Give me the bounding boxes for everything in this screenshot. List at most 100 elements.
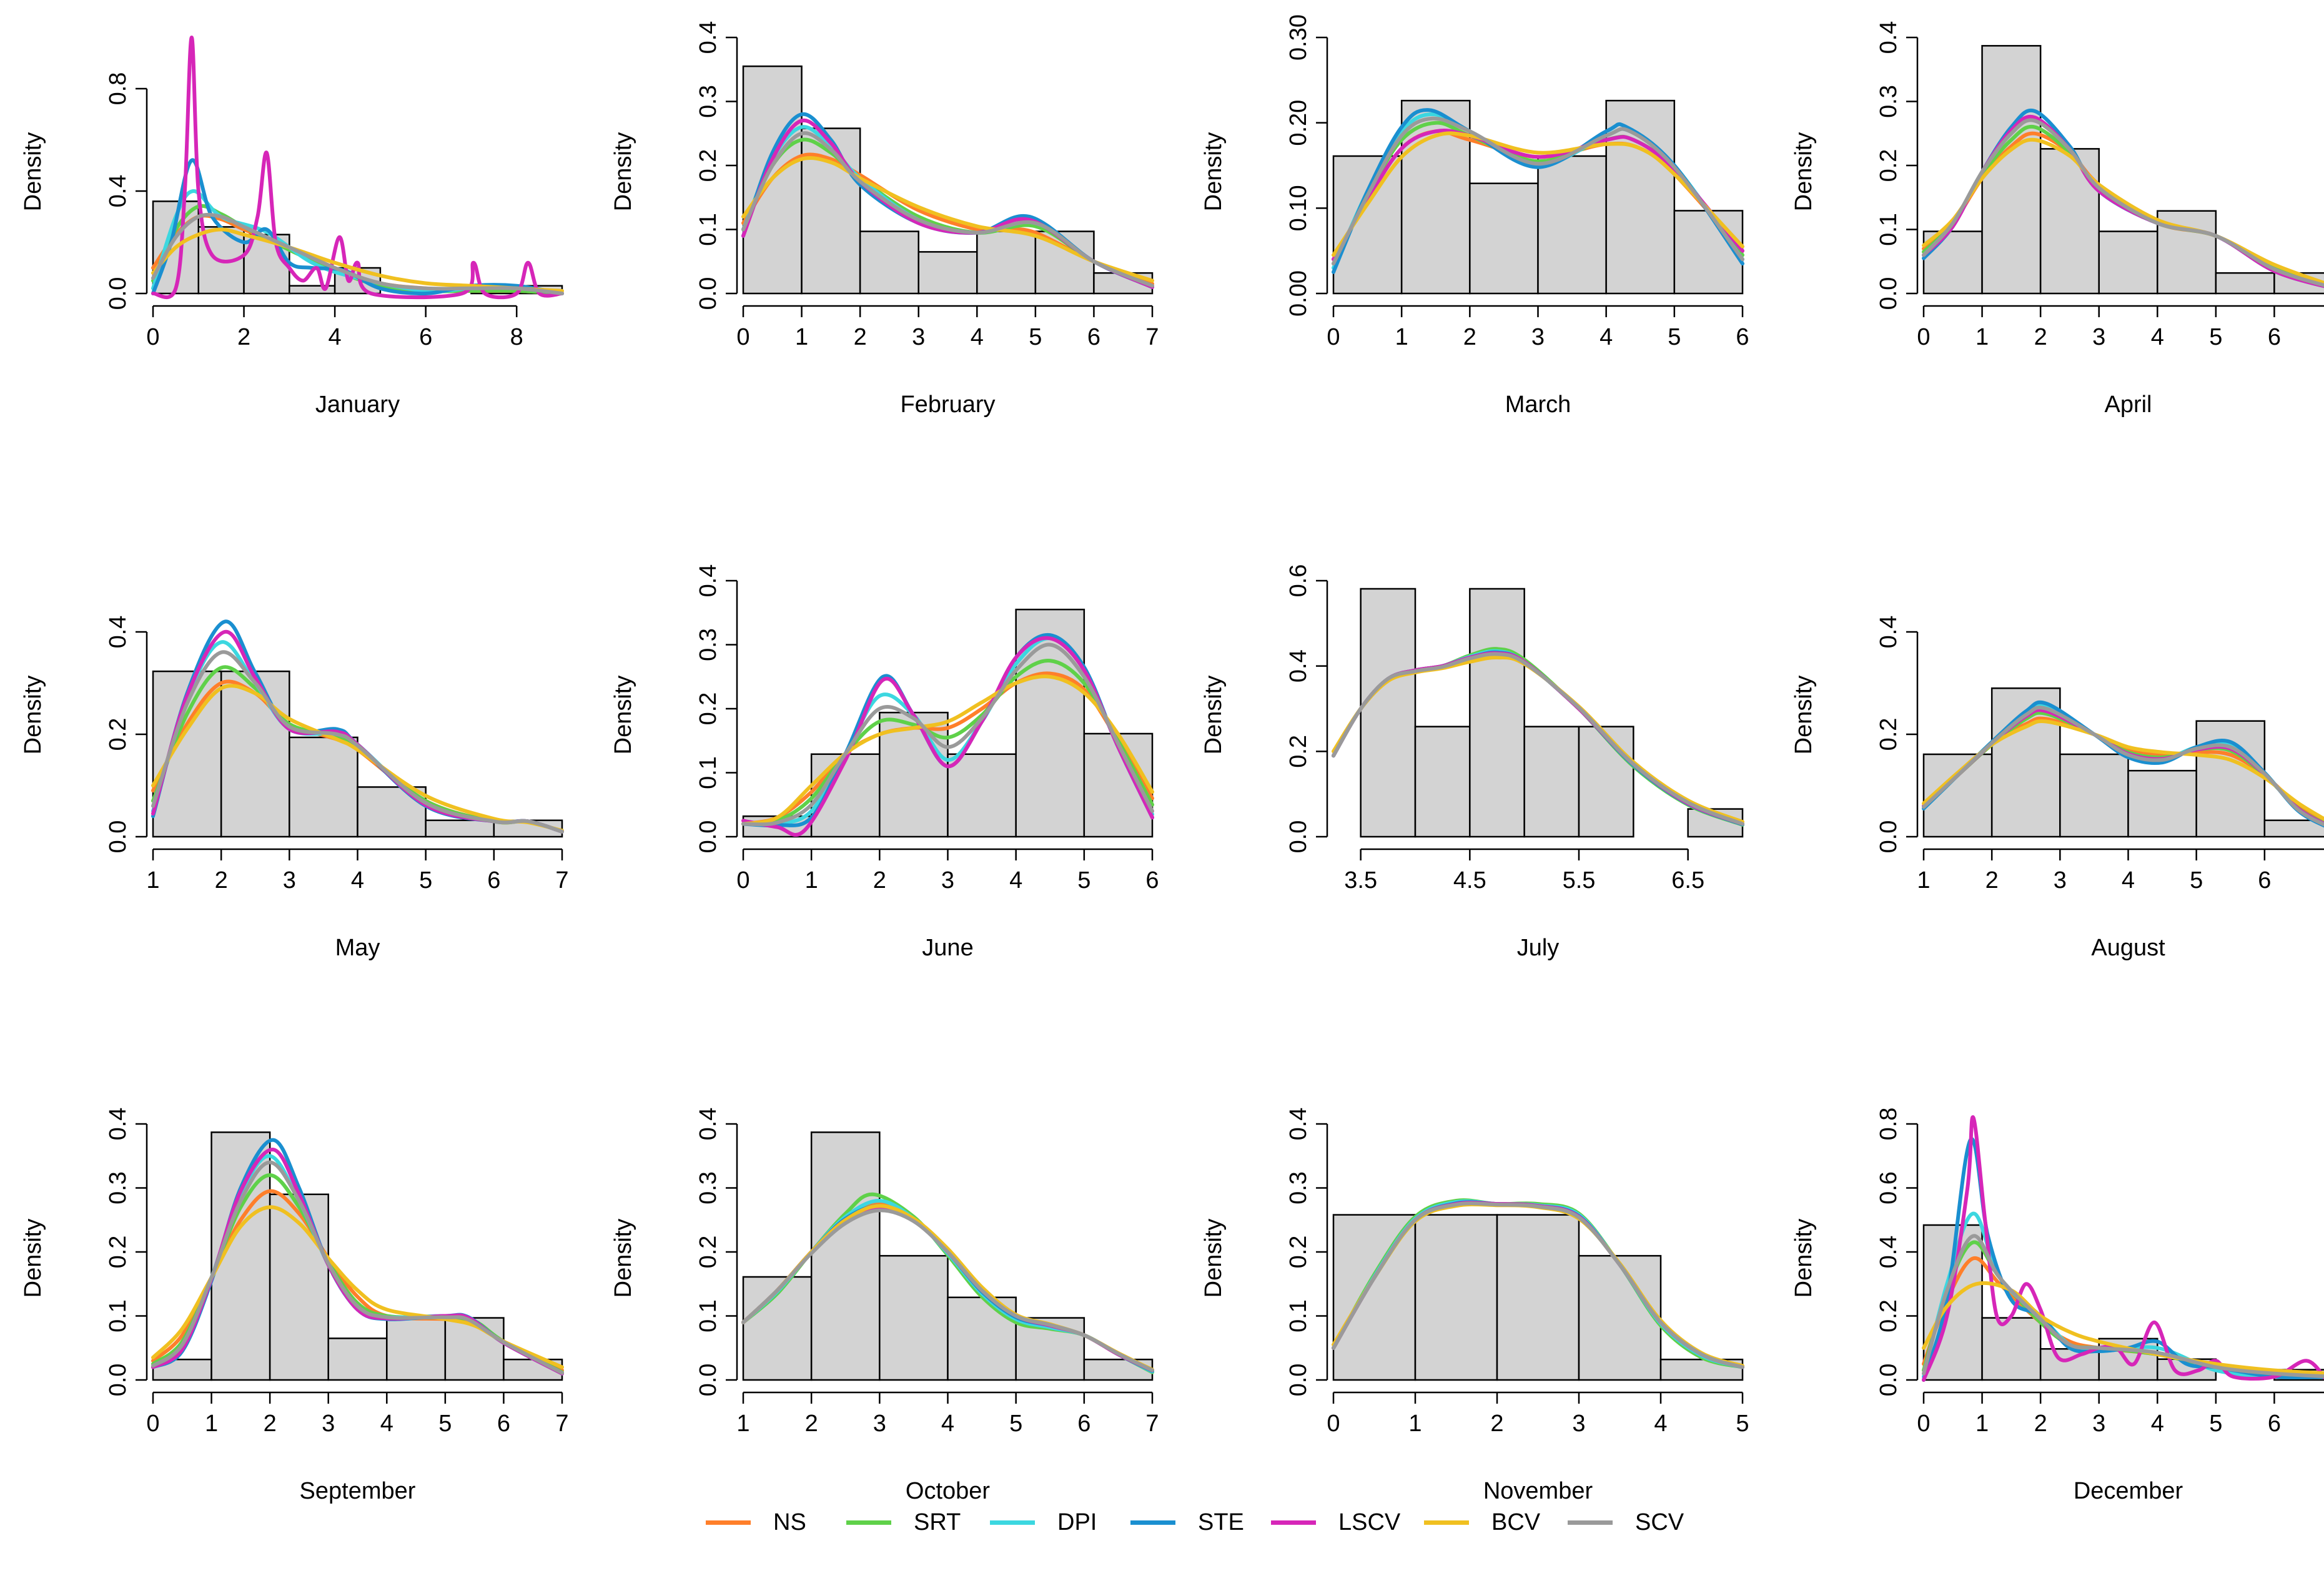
y-axis: 0.0 0.4 0.8 Density — [20, 72, 148, 310]
chart-panel-june: 0 1 2 3 4 5 6 June 0.0 0.1 0.2 0.3 0.4 Density — [590, 543, 1171, 1043]
y-tick-label: 0.3 — [1285, 1171, 1312, 1204]
x-axis: 1234567August — [1917, 848, 2324, 961]
x-tick-label: 2 — [1463, 324, 1476, 350]
x-tick-label: 5 — [1668, 324, 1681, 350]
y-tick-label: 0.6 — [1876, 1171, 1902, 1204]
chart-svg: 1 2 3 4 5 6 7 May 0.0 0.2 0.4 Density — [20, 616, 569, 961]
x-tick-label: 6 — [2268, 324, 2281, 350]
x-tick-label: 3 — [2092, 324, 2105, 350]
x-axis: 0 1 2 3 4 5 6 7 September — [146, 1391, 569, 1504]
y-tick-label: 0.6 — [1285, 564, 1312, 598]
x-tick-label: 2 — [1490, 1411, 1503, 1437]
x-tick-label: 4 — [971, 324, 984, 350]
x-tick-label: 1 — [1395, 324, 1408, 350]
y-axis-title: Density — [610, 1219, 636, 1298]
x-tick-label: 0 — [1917, 1411, 1930, 1437]
x-tick-label: 0 — [1917, 324, 1930, 350]
y-tick-label: 0.0 — [105, 277, 131, 310]
legend-item-ns: NS — [706, 1505, 806, 1540]
y-axis: 0.0 0.2 0.4 0.6 0.8 Density — [1791, 1108, 1919, 1396]
x-tick-label: 5 — [1029, 324, 1042, 350]
density-line-scv — [1922, 706, 2324, 827]
x-tick-label: 7 — [1145, 324, 1159, 350]
y-tick-label: 0.0 — [105, 820, 131, 854]
y-tick-label: 0.3 — [695, 1171, 721, 1204]
x-tick-label: 3 — [322, 1411, 335, 1437]
density-line-scv — [741, 1208, 1154, 1372]
histogram-bar — [220, 670, 290, 838]
y-tick-label: 0.4 — [1876, 21, 1902, 54]
histogram-bar — [810, 1131, 881, 1381]
x-axis: 01234567December — [1917, 1391, 2324, 1504]
density-curves — [1922, 1115, 2324, 1382]
x-tick-label: 7 — [1145, 1411, 1159, 1437]
legend-swatch-ste — [1130, 1520, 1175, 1525]
y-axis: 0.0 0.1 0.2 0.3 0.4 Density — [20, 1108, 148, 1397]
x-axis-title: January — [315, 392, 400, 418]
histogram-bar — [879, 1254, 949, 1381]
x-tick-label: 4 — [380, 1411, 393, 1437]
chart-panel-july: 3.5 4.5 5.5 6.5 July 0.0 0.2 0.4 0.6 Density — [1180, 543, 1761, 1043]
y-tick-label: 0.1 — [695, 213, 721, 246]
y-axis-title: Density — [20, 132, 46, 212]
histogram-bar — [859, 230, 919, 295]
x-tick-label: 0 — [146, 324, 159, 350]
x-tick-label: 2 — [854, 324, 867, 350]
figure-grid: 0 2 4 6 8 January 0.0 0.4 0.8 Density 0 1 2 3 4 5 6 7 Febr… — [20, 0, 2324, 1504]
x-tick-label: 1 — [1975, 1411, 1989, 1437]
legend-item-ste: STE — [1130, 1505, 1244, 1540]
x-tick-label: 1 — [805, 867, 818, 894]
y-axis: 0.00 0.10 0.20 0.30 Density — [1200, 14, 1328, 317]
x-tick-label: 3.5 — [1344, 867, 1377, 894]
x-tick-label: 8 — [510, 324, 523, 350]
y-axis-title: Density — [1200, 1219, 1227, 1298]
x-tick-label: 1 — [1917, 867, 1930, 894]
histogram-bar — [2059, 753, 2129, 838]
x-tick-label: 2 — [805, 1411, 818, 1437]
x-axis-title: April — [2104, 392, 2152, 418]
y-axis: 0.0 0.1 0.2 0.3 0.4 Density — [1200, 1108, 1328, 1396]
y-tick-label: 0.2 — [695, 149, 721, 182]
legend-label-ns: NS — [773, 1509, 806, 1535]
histogram-bar — [2039, 148, 2100, 295]
x-tick-label: 5 — [438, 1411, 452, 1437]
legend: NS SRT DPI STE LSCV BCV SCV — [706, 1505, 1705, 1540]
x-tick-label: 2 — [1985, 867, 1999, 894]
legend-item-scv: SCV — [1568, 1505, 1684, 1540]
y-tick-label: 0.2 — [695, 1236, 721, 1269]
x-tick-label: 4 — [1600, 324, 1613, 350]
y-tick-label: 0.0 — [105, 1364, 131, 1397]
x-tick-label: 3 — [873, 1411, 886, 1437]
y-axis-title: Density — [610, 132, 636, 212]
x-tick-label: 0 — [736, 324, 749, 350]
density-line-bcv — [1332, 131, 1744, 257]
x-tick-label: 5 — [1009, 1411, 1022, 1437]
density-line-bcv — [151, 227, 564, 293]
histogram-bar — [1537, 155, 1607, 295]
x-tick-label: 5.5 — [1563, 867, 1596, 894]
legend-label-ste: STE — [1198, 1509, 1244, 1535]
histogram-bar — [327, 1337, 388, 1381]
histogram-bars — [1922, 687, 2324, 838]
y-tick-label: 0.4 — [1876, 1236, 1902, 1269]
x-axis-title: October — [906, 1478, 991, 1504]
x-tick-label: 6.5 — [1671, 867, 1704, 894]
histogram-bar — [2195, 720, 2266, 838]
histogram-bar — [947, 753, 1017, 838]
x-tick-label: 4 — [941, 1411, 954, 1437]
y-tick-label: 0.3 — [695, 628, 721, 661]
histogram-bars — [1360, 588, 1744, 838]
histogram-bar — [2263, 819, 2324, 838]
histogram-bar — [1523, 726, 1580, 838]
y-tick-label: 0.4 — [105, 616, 131, 649]
density-line-srt — [151, 204, 564, 295]
y-tick-label: 0.0 — [1876, 820, 1902, 854]
legend-swatch-ns — [706, 1520, 751, 1525]
histogram-bars — [1332, 1214, 1744, 1381]
y-axis-title: Density — [1200, 676, 1227, 755]
density-line-lscv — [741, 636, 1154, 837]
x-tick-label: 6 — [1145, 867, 1159, 894]
